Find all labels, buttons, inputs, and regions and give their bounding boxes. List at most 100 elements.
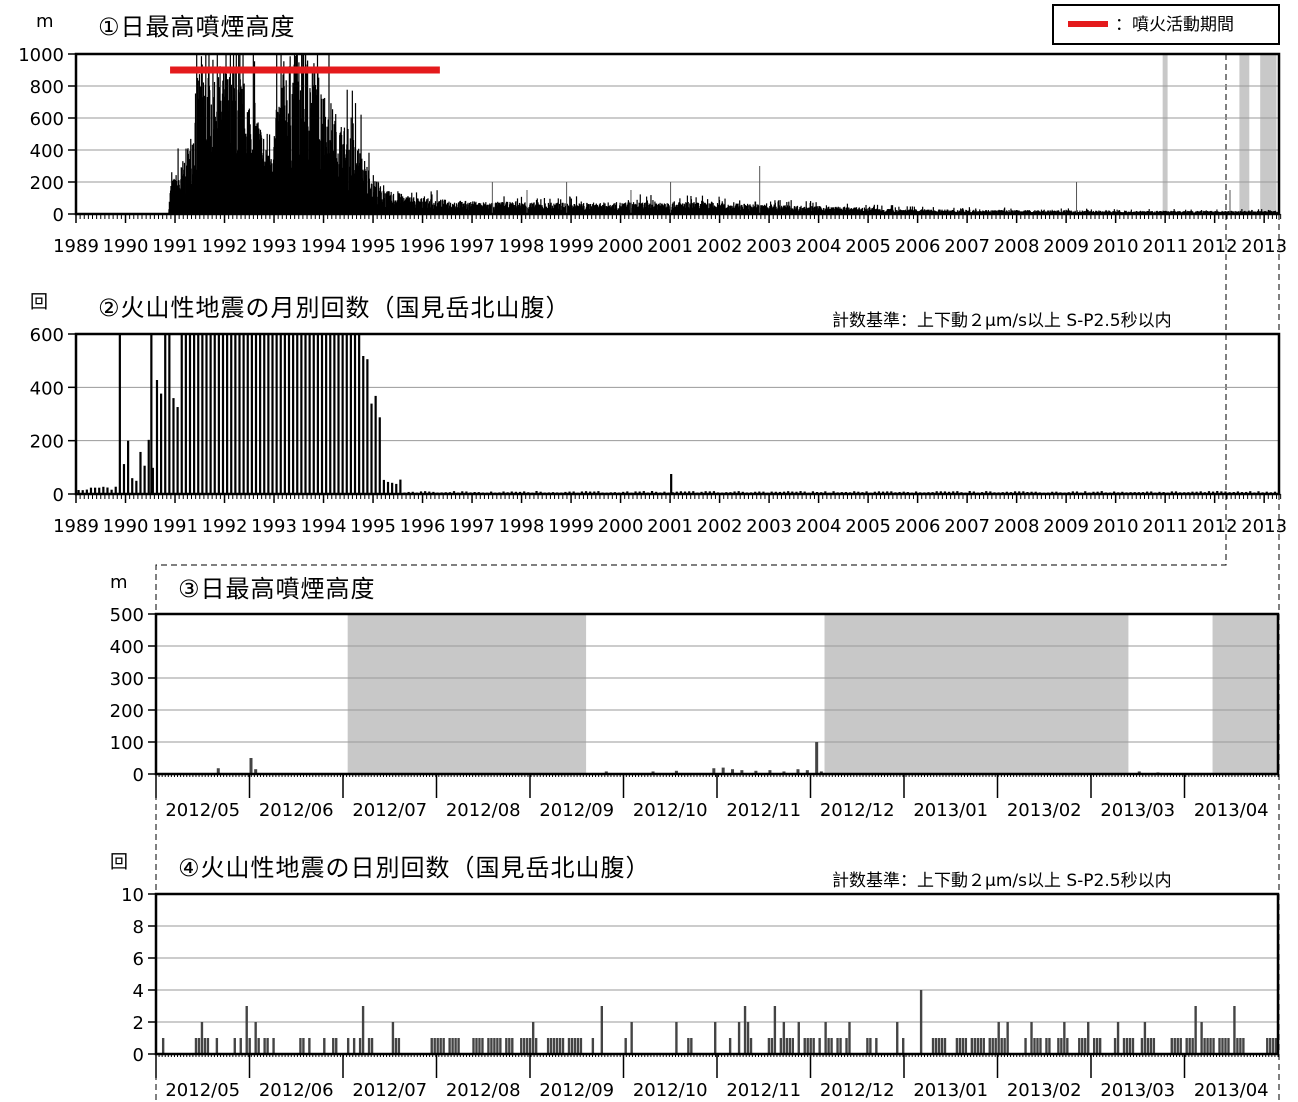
x-tick-label: 2013 [1241, 516, 1287, 537]
x-tick-label: 2012/09 [539, 1080, 614, 1101]
x-tick-label: 2002 [697, 516, 743, 537]
data-bar [535, 491, 538, 494]
data-bar [806, 207, 808, 214]
data-bar [943, 1038, 947, 1054]
data-bar [388, 191, 390, 214]
data-bar [774, 202, 776, 214]
data-bar [531, 1022, 535, 1054]
data-bar [968, 491, 971, 494]
y-tick-label: 8 [133, 917, 144, 938]
x-tick-label: 2006 [895, 236, 941, 257]
data-bar [670, 474, 673, 494]
data-bar [299, 1038, 302, 1054]
x-tick-label: 1996 [400, 236, 446, 257]
data-bar [1006, 210, 1008, 214]
x-tick-label: 2012/07 [352, 800, 427, 821]
data-bar [737, 1022, 741, 1054]
data-bar [811, 491, 815, 494]
data-bar [229, 54, 231, 214]
data-bar [752, 204, 754, 214]
x-tick-label: 2000 [598, 236, 644, 257]
data-bar [231, 100, 233, 214]
data-bar [188, 334, 192, 494]
data-bar [716, 203, 719, 214]
data-bar [636, 199, 638, 214]
data-bar [1179, 1038, 1182, 1054]
data-bar [708, 491, 711, 494]
data-bar [987, 210, 990, 214]
data-bar [326, 126, 328, 214]
data-bar [848, 209, 850, 214]
data-bar [1054, 211, 1056, 214]
data-bar [724, 198, 726, 214]
data-bar [720, 203, 723, 214]
data-bar [1122, 1038, 1126, 1054]
data-bar [1249, 491, 1252, 494]
data-bar [85, 489, 88, 494]
data-bar [943, 210, 945, 214]
data-bar [675, 1022, 678, 1054]
x-minor-ticks [155, 1054, 1279, 1057]
data-bar [861, 207, 864, 214]
data-bar [953, 207, 955, 214]
data-bar [608, 206, 610, 214]
data-bar [436, 190, 438, 214]
data-bar [567, 1038, 571, 1054]
data-bar [457, 1038, 460, 1054]
data-bar [782, 771, 786, 774]
data-bar [102, 486, 105, 494]
x-tick-label: 2001 [647, 516, 693, 537]
data-bar [588, 204, 590, 214]
data-bar [1257, 491, 1260, 494]
data-bar [866, 1038, 869, 1054]
data-bar [1191, 1038, 1194, 1054]
data-bar [1229, 190, 1231, 214]
data-bar [312, 334, 315, 494]
data-bar [478, 202, 481, 214]
x-tick-label: 2009 [1043, 516, 1089, 537]
data-bar [644, 202, 646, 214]
data-bar [147, 439, 150, 494]
data-bar [567, 205, 569, 214]
data-bar [217, 77, 220, 214]
data-bar [755, 207, 757, 214]
data-bar [979, 1038, 982, 1054]
data-bar [452, 491, 456, 494]
data-bar [1118, 210, 1120, 214]
data-bar [848, 1022, 851, 1054]
data-bar [341, 334, 344, 494]
data-bar [328, 54, 330, 214]
data-bar [815, 202, 817, 214]
data-bar [728, 1038, 732, 1054]
data-bar [1178, 211, 1180, 214]
data-bar [694, 203, 696, 214]
data-bar [529, 1038, 532, 1054]
data-bar [511, 202, 513, 214]
data-bar [886, 491, 889, 494]
data-bar [940, 210, 942, 214]
data-bar [205, 54, 207, 214]
data-bar [350, 117, 352, 214]
data-bar [94, 487, 97, 494]
data-bar [245, 1006, 248, 1054]
data-bar [791, 1038, 794, 1054]
data-bar [1011, 210, 1014, 214]
data-bar [533, 207, 536, 214]
data-bar [295, 54, 298, 214]
data-bar [1032, 211, 1035, 214]
data-bar [384, 193, 386, 214]
data-bar [300, 334, 303, 494]
y-tick-label: 0 [133, 765, 144, 786]
data-bar [395, 483, 398, 494]
data-bar [1216, 491, 1219, 494]
data-bar [1192, 211, 1194, 214]
data-bar [872, 206, 875, 214]
x-tick-label: 2012/10 [633, 800, 708, 821]
data-bar [604, 203, 606, 214]
data-bar [382, 479, 385, 494]
data-bar [865, 491, 868, 494]
data-bar [180, 334, 183, 494]
panel-1-unit: m [36, 11, 54, 32]
data-bar [925, 209, 927, 214]
data-bar [630, 190, 632, 214]
